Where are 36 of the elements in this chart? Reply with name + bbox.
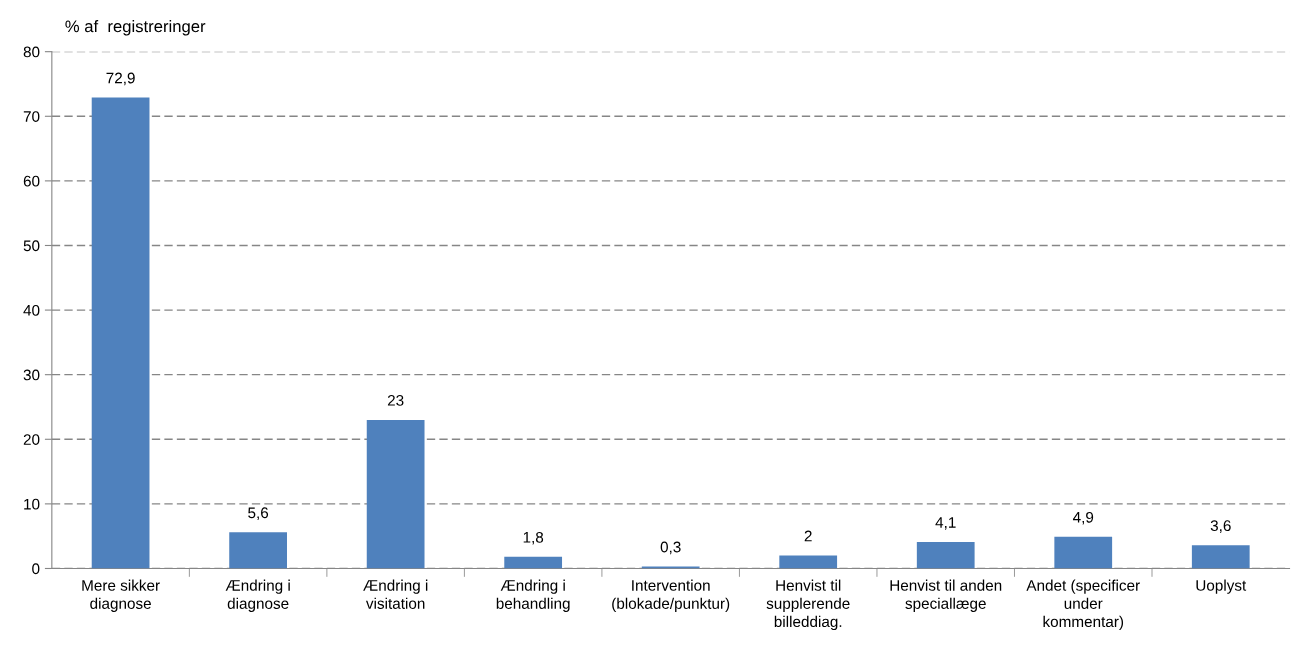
y-tick-label: 80 (23, 46, 40, 58)
data-label: 2 (804, 530, 812, 542)
data-label: 1,8 (523, 531, 544, 545)
data-label: 5,6 (248, 507, 269, 520)
y-tick-label: 60 (23, 175, 40, 187)
x-tick-label: Henvist til anden speciallæge (890, 579, 1002, 612)
x-tick-label: Ændring i behandling (496, 579, 570, 612)
bar (916, 541, 975, 569)
x-tick-label: Henvist til supplerende billeddiag. (766, 579, 850, 631)
data-label: 0,3 (660, 541, 681, 555)
x-tick-label: Intervention (blokade/punktur) (612, 579, 730, 612)
bar (1191, 545, 1250, 569)
bar (1054, 536, 1113, 569)
y-tick-label: 30 (23, 369, 40, 381)
y-tick-label: 50 (23, 240, 40, 252)
x-tick-label: Mere sikker diagnose (82, 579, 160, 612)
x-tick-label: Ændring i diagnose (225, 579, 290, 612)
y-tick-label: 0 (32, 563, 40, 575)
y-tick-label: 20 (23, 434, 40, 445)
y-tick-label: 10 (24, 498, 40, 510)
data-label: 23 (387, 394, 404, 406)
bar (229, 532, 287, 569)
y-tick-label: 40 (23, 304, 40, 316)
x-tick-label: Ændring i visitation (363, 579, 428, 609)
x-tick-label: Andet (specificer under kommentar) (1026, 579, 1140, 631)
y-tick-label: 70 (23, 111, 40, 122)
bar (366, 419, 425, 569)
data-label: 72,9 (106, 72, 135, 86)
data-label: 4,9 (1072, 511, 1094, 525)
data-label: 4,1 (935, 517, 956, 530)
data-label: 3,6 (1210, 520, 1231, 533)
x-tick-label: Uoplyst (1196, 579, 1247, 594)
bar (504, 556, 563, 569)
bar (91, 97, 150, 569)
y-axis-title: % af registreringer (65, 19, 206, 36)
bar (779, 555, 838, 569)
